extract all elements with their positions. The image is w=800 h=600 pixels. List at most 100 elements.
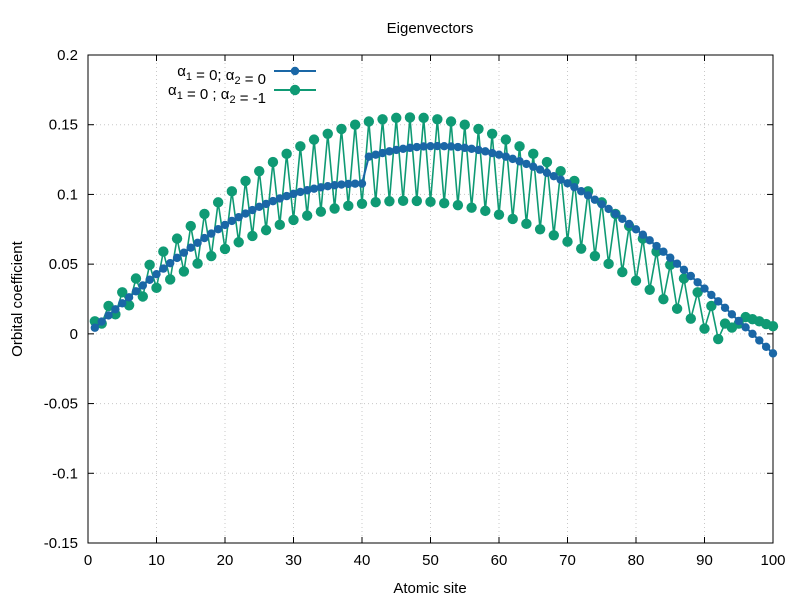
x-tick-label: 40 <box>354 552 371 569</box>
data-point <box>507 213 518 225</box>
data-point <box>528 148 539 160</box>
data-point <box>562 236 573 247</box>
data-point <box>308 134 320 145</box>
data-point <box>267 156 279 168</box>
data-point <box>549 171 558 181</box>
legend-marker-1 <box>289 84 301 96</box>
data-point <box>371 150 380 159</box>
data-point <box>178 266 190 277</box>
data-point <box>480 205 491 217</box>
data-point <box>172 253 182 263</box>
data-point <box>432 114 443 125</box>
data-point <box>768 349 778 358</box>
data-point <box>404 112 416 123</box>
data-point <box>240 175 251 187</box>
data-point <box>274 219 285 231</box>
data-point <box>645 236 654 245</box>
data-point <box>493 209 505 220</box>
data-point <box>734 316 743 326</box>
data-point <box>644 284 655 295</box>
data-point <box>370 197 381 208</box>
data-point <box>104 311 113 320</box>
data-point <box>659 247 668 256</box>
data-point <box>206 250 217 262</box>
data-point <box>727 310 737 319</box>
y-tick-label: 0.2 <box>57 47 78 64</box>
data-point <box>412 142 421 152</box>
data-point <box>247 230 258 242</box>
data-point <box>638 230 648 239</box>
data-point <box>405 143 415 153</box>
data-point <box>166 258 175 268</box>
data-point <box>521 218 532 230</box>
data-point <box>234 212 243 222</box>
y-tick-label: 0.05 <box>49 256 78 273</box>
data-point <box>212 197 224 208</box>
data-point <box>426 141 435 151</box>
data-point <box>213 224 223 234</box>
data-point <box>363 116 375 127</box>
data-point <box>486 128 498 139</box>
data-point <box>411 195 422 207</box>
data-point <box>707 290 716 300</box>
data-point <box>349 119 361 130</box>
data-point <box>350 179 360 188</box>
y-tick-label: -0.15 <box>44 535 78 552</box>
data-point <box>193 238 202 248</box>
data-point <box>686 271 695 281</box>
data-point <box>377 114 388 125</box>
data-point <box>501 152 511 161</box>
y-tick-label: 0 <box>70 326 78 343</box>
legend-marker-0 <box>290 66 300 76</box>
data-point <box>529 162 538 171</box>
x-tick-label: 70 <box>559 552 576 569</box>
y-tick-label: 0.15 <box>49 117 78 134</box>
data-point <box>460 143 469 153</box>
data-point <box>692 287 703 298</box>
data-point <box>275 194 284 203</box>
data-point <box>767 320 779 332</box>
data-point <box>123 300 135 311</box>
data-point <box>171 233 183 244</box>
data-point <box>583 191 593 200</box>
data-point <box>159 264 168 273</box>
data-point <box>282 191 291 201</box>
data-point <box>90 323 100 332</box>
data-point <box>699 323 710 334</box>
data-point <box>418 112 429 124</box>
data-point <box>466 202 477 213</box>
data-point <box>473 123 484 135</box>
data-point <box>570 182 579 192</box>
axis-ticks: 0 10 20 30 40 50 60 70 80 90 100 -0.15 -0.1 -0.05 0 0.0… <box>44 47 786 569</box>
data-point <box>535 165 545 174</box>
data-point <box>459 119 470 130</box>
data-point <box>103 300 114 312</box>
data-point <box>555 165 566 177</box>
grid-lines <box>88 55 773 543</box>
data-point <box>131 287 141 296</box>
data-point <box>618 214 627 224</box>
data-point <box>392 145 401 155</box>
data-point <box>665 259 676 271</box>
x-tick-label: 60 <box>491 552 508 569</box>
data-point <box>192 258 203 269</box>
x-tick-label: 20 <box>217 552 234 569</box>
data-point <box>658 293 669 305</box>
data-point <box>158 246 169 257</box>
data-point <box>185 220 196 232</box>
data-point <box>117 287 128 298</box>
legend: α1 = 0; α2 = 0α1 = 0 ; α2 = -1 <box>168 63 316 107</box>
data-point <box>569 175 580 187</box>
data-point <box>481 147 490 156</box>
data-point <box>179 248 189 257</box>
x-axis-label: Atomic site <box>393 580 466 597</box>
data-point <box>329 203 340 214</box>
data-point <box>330 181 339 190</box>
data-point <box>577 187 586 196</box>
data-point <box>514 141 525 152</box>
data-point <box>439 198 450 209</box>
data-point <box>336 123 347 135</box>
data-point <box>268 196 278 206</box>
data-point <box>494 150 504 159</box>
data-point <box>281 148 292 160</box>
